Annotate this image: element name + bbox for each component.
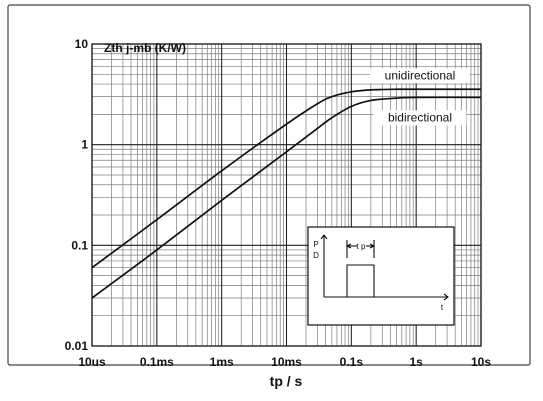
- x-tick-label: 0.1ms: [140, 355, 174, 369]
- inset-label-tp: t p: [357, 242, 366, 251]
- pulse-inset: P D t p t: [307, 226, 455, 326]
- x-tick-label: 0.1s: [340, 355, 364, 369]
- y-tick-label: 1: [81, 138, 88, 152]
- x-tick-label: 1s: [409, 355, 423, 369]
- x-axis-title: tp / s: [270, 373, 303, 389]
- y-tick-label: 0.01: [65, 339, 89, 353]
- inset-arrowhead-right-icon: [369, 243, 376, 249]
- x-tick-label: 10s: [471, 355, 491, 369]
- series-labels: unidirectional bidirectional: [370, 68, 470, 126]
- inset-label-d: D: [313, 251, 319, 260]
- x-tick-label: 10us: [78, 355, 106, 369]
- series-label-background: [370, 68, 470, 84]
- series-label-unidirectional: unidirectional: [385, 68, 456, 82]
- inset-arrowhead-left-icon: [345, 243, 352, 249]
- series-label-background: [373, 110, 467, 126]
- x-tick-labels: 10us 0.1ms 1ms 10ms 0.1s 1s 10s: [78, 355, 491, 369]
- figure-frame: [7, 4, 531, 366]
- inset-label-t: t: [441, 303, 444, 312]
- series-line-unidirectional: [91, 88, 481, 269]
- inset-pulse-waveform: [324, 264, 446, 298]
- series-line-bidirectional: [91, 96, 482, 299]
- data-curves: [91, 88, 482, 299]
- inset-power-arrow-icon: [320, 234, 328, 240]
- series-label-bidirectional: bidirectional: [388, 110, 452, 124]
- y-tick-labels: 0.01 0.1 1 10: [65, 37, 89, 353]
- plot-border: [91, 43, 482, 347]
- y-tick-label: 10: [75, 37, 89, 51]
- y-axis-title: Zth j-mb (K/W): [104, 41, 186, 55]
- inset-time-arrow-icon: [443, 293, 449, 301]
- x-tick-label: 10ms: [271, 355, 302, 369]
- y-tick-label: 0.1: [71, 238, 88, 252]
- inset-label-p: P: [313, 240, 318, 249]
- inset-box: [307, 226, 455, 326]
- x-tick-label: 1ms: [210, 355, 234, 369]
